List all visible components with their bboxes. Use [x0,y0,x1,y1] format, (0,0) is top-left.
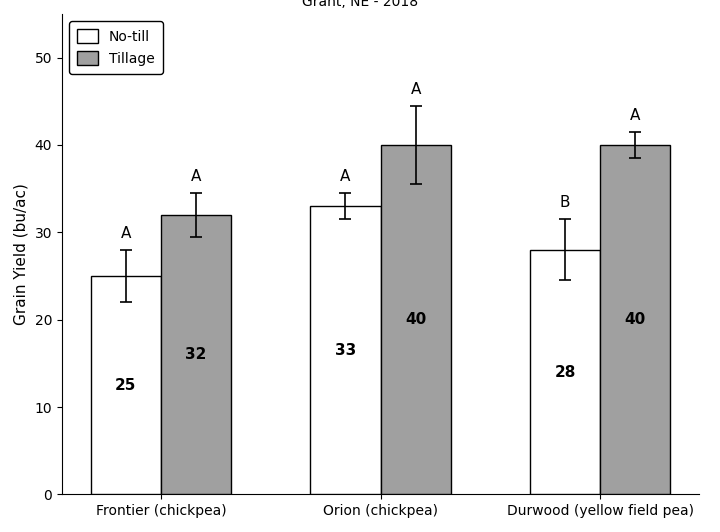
Text: B: B [560,195,570,211]
Text: 32: 32 [186,347,207,362]
Text: A: A [630,108,641,123]
Bar [381,145,451,494]
Text: 40: 40 [405,312,426,327]
Text: A: A [121,226,131,241]
Text: A: A [341,169,351,184]
Bar [161,215,231,494]
Text: A: A [191,169,202,184]
Bar [600,145,670,494]
Text: 28: 28 [554,364,576,379]
Text: 33: 33 [335,343,356,358]
Y-axis label: Grain Yield (bu/ac): Grain Yield (bu/ac) [14,183,29,325]
Bar [530,250,600,494]
Legend: No-till, Tillage: No-till, Tillage [68,21,163,74]
Text: 40: 40 [625,312,646,327]
Bar [310,206,381,494]
Text: A: A [410,82,421,97]
Text: 25: 25 [115,378,137,393]
Bar [91,276,161,494]
Text: Grant, NE - 2018: Grant, NE - 2018 [302,0,418,9]
